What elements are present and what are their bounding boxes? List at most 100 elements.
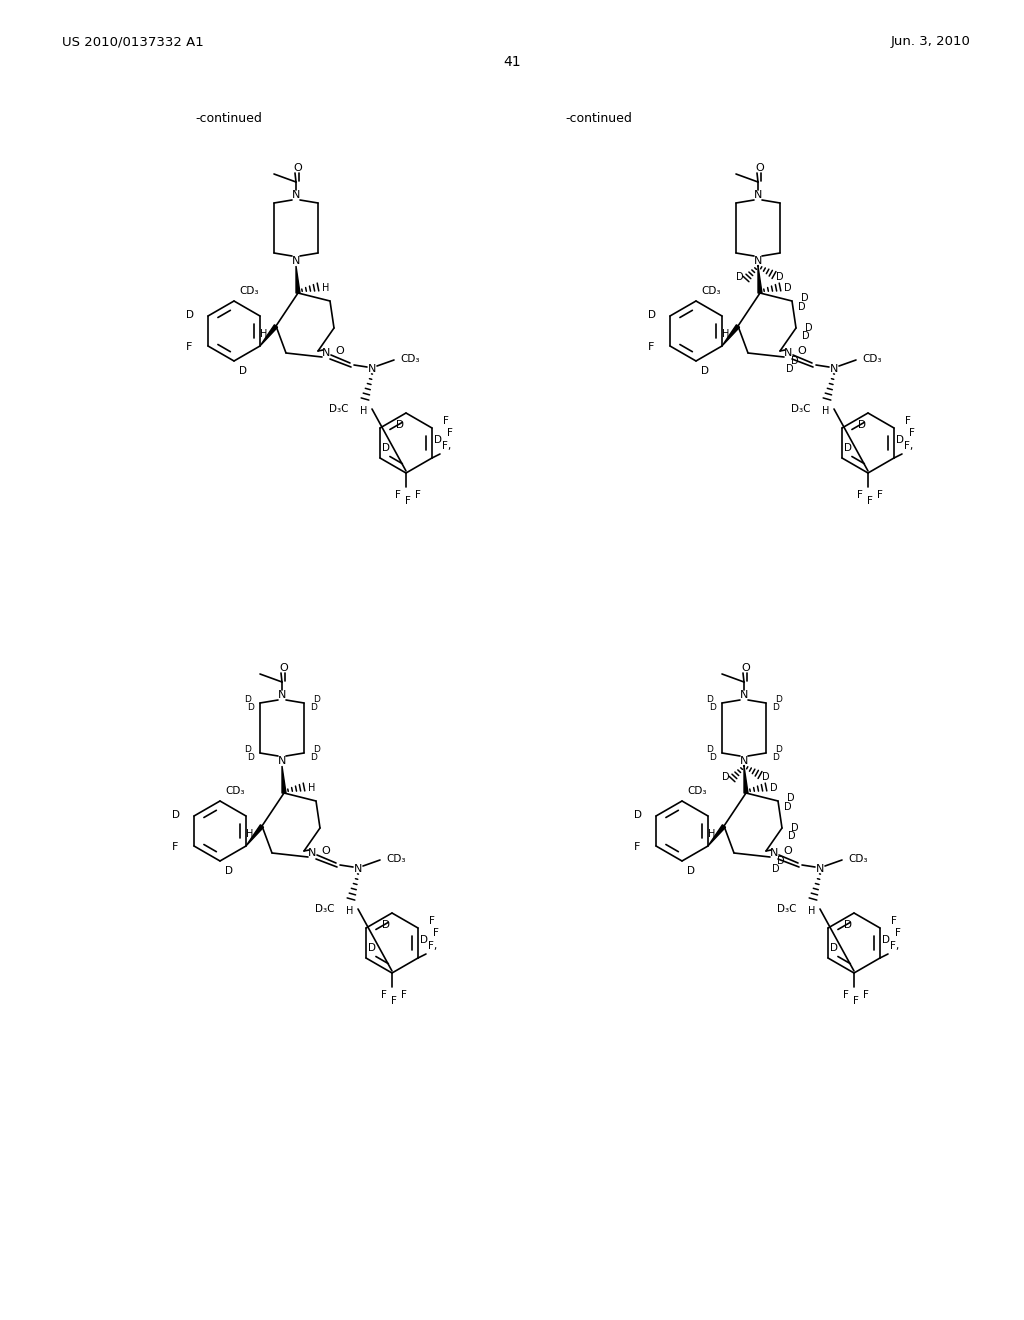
Text: N: N	[322, 348, 330, 358]
Text: O: O	[798, 346, 806, 356]
Text: D: D	[247, 702, 254, 711]
Text: D: D	[882, 935, 890, 945]
Text: D: D	[772, 752, 779, 762]
Text: -continued: -continued	[565, 111, 632, 124]
Text: O: O	[294, 162, 302, 173]
Polygon shape	[708, 825, 726, 846]
Text: D: D	[382, 920, 390, 931]
Text: F: F	[878, 490, 883, 500]
Text: N: N	[754, 190, 762, 201]
Text: F: F	[853, 997, 859, 1006]
Text: D: D	[770, 783, 777, 793]
Text: D: D	[707, 694, 713, 704]
Text: D: D	[722, 772, 730, 781]
Text: CD₃: CD₃	[386, 854, 406, 865]
Text: F,: F,	[442, 441, 452, 451]
Text: N: N	[278, 690, 286, 700]
Text: D: D	[896, 436, 904, 445]
Text: F: F	[391, 997, 397, 1006]
Text: N: N	[754, 256, 762, 267]
Text: N: N	[292, 190, 300, 201]
Text: F: F	[891, 916, 897, 927]
Text: D: D	[802, 331, 810, 341]
Text: D: D	[844, 444, 852, 453]
Text: F: F	[185, 342, 193, 352]
Text: F: F	[909, 428, 914, 438]
Text: N: N	[354, 865, 362, 874]
Text: D: D	[858, 420, 866, 430]
Text: F: F	[905, 416, 911, 426]
Text: D: D	[225, 866, 233, 876]
Text: F: F	[447, 428, 453, 438]
Text: N: N	[308, 847, 316, 858]
Text: CD₃: CD₃	[701, 286, 721, 296]
Text: N: N	[783, 348, 793, 358]
Text: N: N	[739, 690, 749, 700]
Text: F: F	[395, 490, 401, 500]
Text: •: •	[742, 785, 748, 796]
Text: O: O	[336, 346, 344, 356]
Text: H: H	[722, 329, 730, 339]
Text: CD₃: CD₃	[239, 286, 258, 296]
Text: F,: F,	[428, 941, 437, 950]
Text: F: F	[857, 490, 863, 500]
Polygon shape	[260, 325, 278, 346]
Text: CD₃: CD₃	[848, 854, 867, 865]
Text: D: D	[687, 866, 695, 876]
Text: O: O	[741, 663, 751, 673]
Text: F: F	[843, 990, 849, 1001]
Text: F: F	[429, 916, 435, 927]
Text: D: D	[784, 282, 792, 293]
Text: D: D	[787, 793, 795, 803]
Text: H: H	[346, 906, 353, 916]
Text: D₃C: D₃C	[329, 404, 348, 414]
Text: H: H	[709, 829, 716, 840]
Text: H: H	[260, 329, 267, 339]
Text: F: F	[415, 490, 421, 500]
Text: -continued: -continued	[195, 111, 262, 124]
Text: D: D	[648, 310, 656, 319]
Text: D: D	[707, 744, 713, 754]
Text: H: H	[360, 407, 368, 416]
Text: N: N	[368, 364, 376, 374]
Text: D: D	[791, 822, 799, 833]
Text: D: D	[310, 702, 316, 711]
Text: F: F	[634, 842, 640, 851]
Polygon shape	[246, 825, 263, 846]
Text: N: N	[739, 756, 749, 766]
Text: D: D	[772, 865, 779, 874]
Text: CD₃: CD₃	[862, 354, 882, 364]
Text: D: D	[247, 752, 254, 762]
Text: F: F	[401, 990, 407, 1001]
Text: O: O	[280, 663, 289, 673]
Text: N: N	[278, 756, 286, 766]
Text: F: F	[433, 928, 439, 939]
Text: D: D	[775, 744, 782, 754]
Text: •: •	[756, 286, 762, 296]
Text: N: N	[770, 847, 778, 858]
Text: D: D	[634, 810, 642, 820]
Text: F: F	[895, 928, 901, 939]
Text: D₃C: D₃C	[776, 904, 796, 913]
Text: D: D	[368, 942, 376, 953]
Text: D: D	[710, 752, 716, 762]
Text: N: N	[816, 865, 824, 874]
Text: N: N	[292, 256, 300, 267]
Text: Jun. 3, 2010: Jun. 3, 2010	[890, 36, 970, 49]
Text: H: H	[322, 282, 330, 293]
Text: D: D	[710, 702, 716, 711]
Text: •: •	[280, 785, 286, 796]
Text: H: H	[808, 906, 816, 916]
Text: CD₃: CD₃	[400, 354, 420, 364]
Text: F: F	[443, 416, 449, 426]
Text: D: D	[775, 694, 782, 704]
Text: D: D	[736, 272, 744, 282]
Polygon shape	[722, 325, 739, 346]
Text: D: D	[313, 744, 319, 754]
Text: D₃C: D₃C	[791, 404, 810, 414]
Text: D: D	[777, 855, 784, 866]
Text: D: D	[788, 832, 796, 841]
Polygon shape	[758, 267, 762, 293]
Text: D: D	[313, 694, 319, 704]
Text: D: D	[844, 920, 852, 931]
